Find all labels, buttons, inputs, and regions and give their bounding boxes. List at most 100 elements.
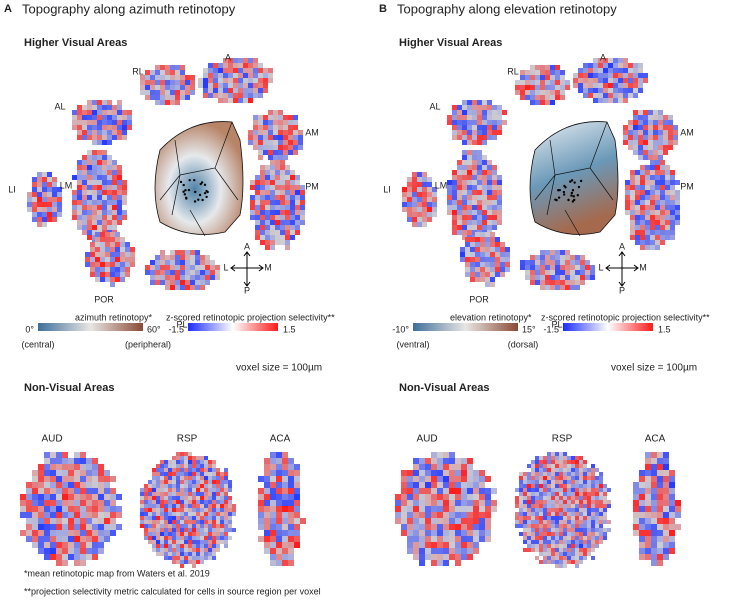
voxel xyxy=(467,548,473,554)
voxel xyxy=(270,245,275,250)
voxel xyxy=(276,452,282,458)
voxel xyxy=(559,476,563,480)
voxel xyxy=(273,115,278,120)
voxel xyxy=(412,187,417,192)
voxel xyxy=(92,542,98,548)
voxel xyxy=(599,480,603,484)
voxel xyxy=(650,215,655,220)
voxel xyxy=(480,262,485,267)
voxel xyxy=(497,180,502,185)
voxel xyxy=(62,536,68,542)
voxel xyxy=(170,275,175,280)
voxel xyxy=(595,544,599,548)
voxel xyxy=(164,524,168,528)
voxel xyxy=(213,93,218,98)
voxel xyxy=(140,504,144,508)
voxel xyxy=(567,560,571,564)
voxel xyxy=(467,155,472,160)
voxel xyxy=(95,267,100,272)
voxel xyxy=(220,476,224,480)
voxel xyxy=(567,512,571,516)
voxel xyxy=(607,528,611,532)
voxel xyxy=(663,115,668,120)
voxel xyxy=(68,548,74,554)
voxel xyxy=(583,548,587,552)
voxel xyxy=(265,185,270,190)
voxel xyxy=(587,488,591,492)
voxel xyxy=(122,190,127,195)
voxel xyxy=(80,464,86,470)
voxel xyxy=(104,482,110,488)
voxel xyxy=(579,464,583,468)
voxel xyxy=(457,230,462,235)
voxel xyxy=(530,80,535,85)
voxel xyxy=(550,260,555,265)
voxel xyxy=(657,464,663,470)
voxel xyxy=(465,237,470,242)
voxel xyxy=(107,100,112,105)
voxel xyxy=(551,500,555,504)
voxel xyxy=(44,494,50,500)
voxel xyxy=(535,85,540,90)
voxel xyxy=(220,508,224,512)
voxel xyxy=(571,520,575,524)
voxel xyxy=(603,73,608,78)
voxel xyxy=(275,180,280,185)
voxel xyxy=(482,140,487,145)
voxel xyxy=(175,90,180,95)
voxel xyxy=(212,504,216,508)
voxel xyxy=(628,83,633,88)
voxel xyxy=(657,560,663,566)
voxel xyxy=(475,247,480,252)
voxel xyxy=(580,265,585,270)
voxel xyxy=(290,200,295,205)
voxel xyxy=(591,524,595,528)
voxel xyxy=(575,552,579,556)
voxel xyxy=(265,170,270,175)
voxel xyxy=(443,542,449,548)
voxel xyxy=(175,260,180,265)
voxel xyxy=(565,250,570,255)
voxel xyxy=(208,556,212,560)
voxel xyxy=(673,130,678,135)
voxel xyxy=(165,255,170,260)
voxel xyxy=(208,464,212,468)
voxel xyxy=(92,180,97,185)
voxel xyxy=(571,556,575,560)
voxel xyxy=(56,488,62,494)
voxel xyxy=(255,175,260,180)
voxel xyxy=(228,58,233,63)
voxel xyxy=(675,215,680,220)
voxel xyxy=(477,130,482,135)
voxel xyxy=(519,520,523,524)
voxel xyxy=(288,464,294,470)
voxel xyxy=(228,484,232,488)
voxel xyxy=(155,80,160,85)
voxel xyxy=(278,155,283,160)
voxel xyxy=(425,488,431,494)
voxel xyxy=(95,252,100,257)
voxel xyxy=(196,532,200,536)
voxel xyxy=(117,185,122,190)
voxel xyxy=(295,225,300,230)
voxel xyxy=(200,528,204,532)
voxel xyxy=(270,488,276,494)
voxel xyxy=(270,536,276,542)
voxel xyxy=(168,460,172,464)
voxel xyxy=(68,470,74,476)
voxel xyxy=(115,267,120,272)
voxel xyxy=(485,476,491,482)
voxel xyxy=(255,225,260,230)
voxel xyxy=(603,516,607,520)
voxel xyxy=(160,100,165,105)
voxel xyxy=(545,280,550,285)
voxel xyxy=(527,472,531,476)
voxel xyxy=(87,225,92,230)
voxel xyxy=(437,518,443,524)
voxel xyxy=(482,190,487,195)
voxel xyxy=(176,560,180,564)
voxel xyxy=(165,70,170,75)
voxel xyxy=(300,205,305,210)
voxel xyxy=(195,275,200,280)
voxel xyxy=(208,73,213,78)
